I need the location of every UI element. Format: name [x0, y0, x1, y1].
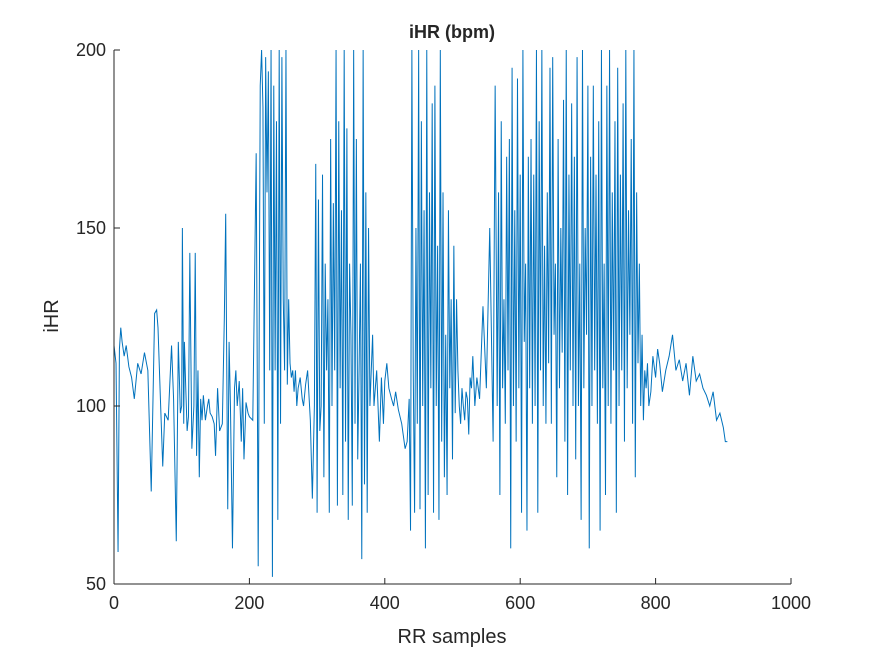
x-tick-label: 0	[109, 593, 119, 613]
x-tick-label: 400	[370, 593, 400, 613]
x-tick-label: 200	[234, 593, 264, 613]
x-tick-label: 600	[505, 593, 535, 613]
x-axis-label: RR samples	[398, 626, 507, 648]
y-tick-label: 50	[86, 574, 106, 594]
y-tick-label: 100	[76, 396, 106, 416]
series-line-1	[114, 50, 728, 577]
y-tick-label: 200	[76, 40, 106, 60]
chart-title: iHR (bpm)	[409, 22, 495, 42]
y-axis-label: iHR	[41, 299, 63, 332]
x-tick-label: 800	[641, 593, 671, 613]
plot-area: 0 200 400 600 800 1000 50 100 150 200	[76, 40, 811, 613]
y-tick-label: 150	[76, 218, 106, 238]
series-layer	[114, 50, 728, 577]
axes-layer: 0 200 400 600 800 1000 50 100 150 200	[76, 40, 811, 613]
x-tick-label: 1000	[771, 593, 811, 613]
